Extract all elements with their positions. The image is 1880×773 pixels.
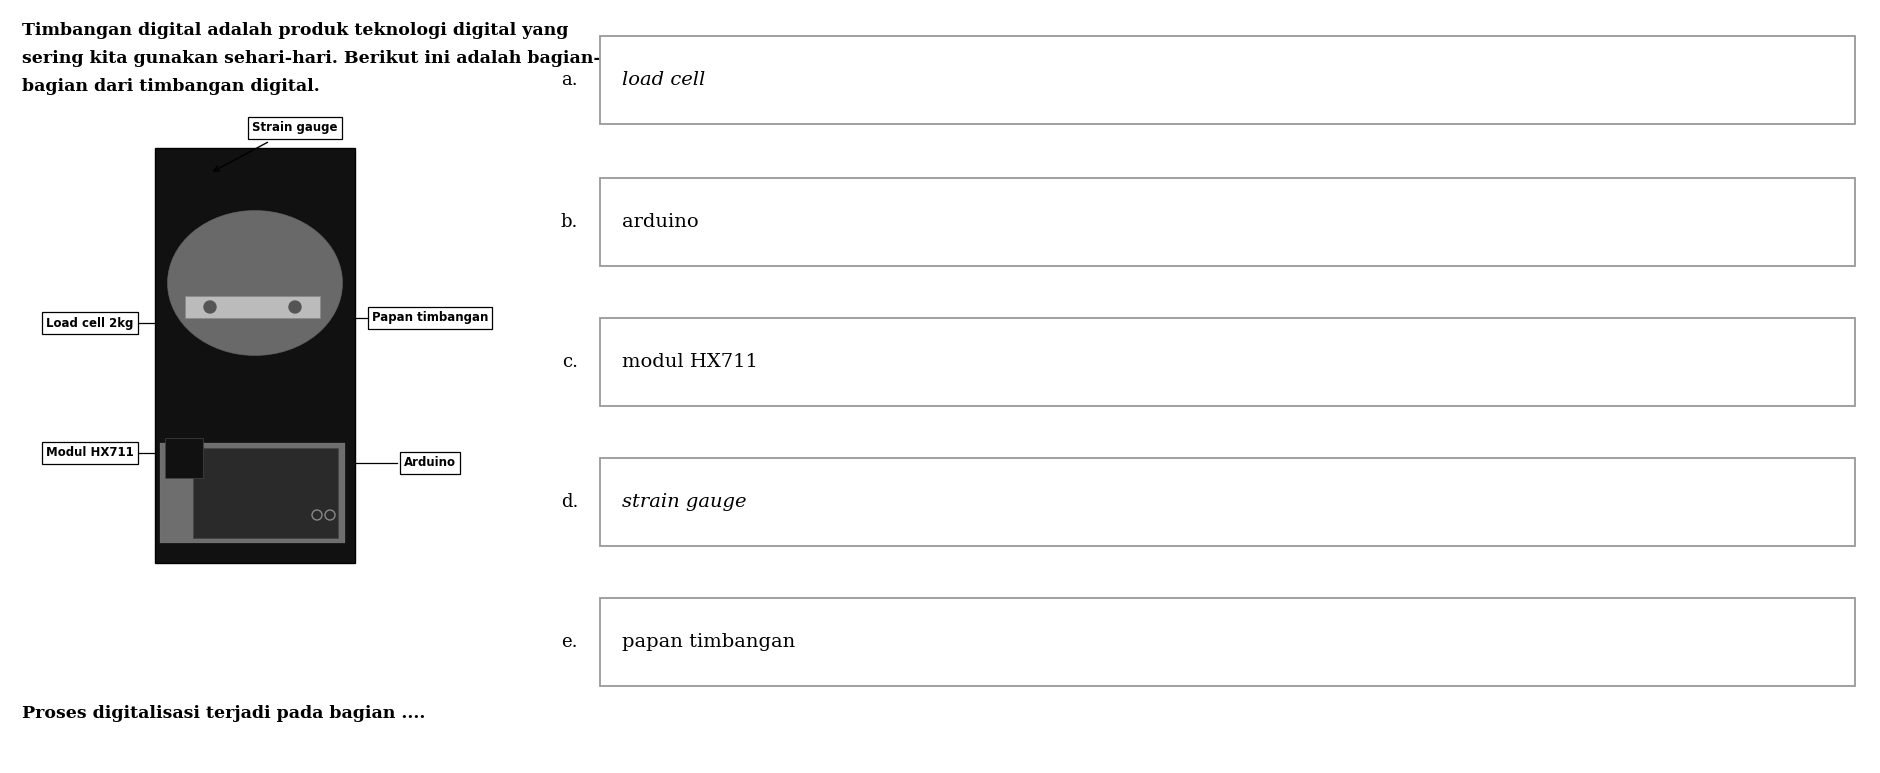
Text: Proses digitalisasi terjadi pada bagian ....: Proses digitalisasi terjadi pada bagian … — [23, 705, 425, 722]
Text: strain gauge: strain gauge — [622, 493, 746, 511]
Text: Papan timbangan: Papan timbangan — [372, 312, 489, 325]
Text: modul HX711: modul HX711 — [622, 353, 758, 371]
Text: Modul HX711: Modul HX711 — [47, 447, 133, 459]
Circle shape — [203, 301, 216, 313]
Text: Timbangan digital adalah produk teknologi digital yang: Timbangan digital adalah produk teknolog… — [23, 22, 568, 39]
FancyBboxPatch shape — [160, 443, 344, 543]
Text: arduino: arduino — [622, 213, 697, 231]
Text: b.: b. — [560, 213, 577, 231]
Text: Arduino: Arduino — [404, 457, 455, 469]
Text: c.: c. — [562, 353, 577, 371]
FancyBboxPatch shape — [184, 296, 320, 318]
FancyBboxPatch shape — [600, 318, 1854, 406]
FancyBboxPatch shape — [600, 458, 1854, 546]
FancyBboxPatch shape — [154, 148, 355, 563]
Text: a.: a. — [560, 71, 577, 89]
Circle shape — [290, 301, 301, 313]
Text: e.: e. — [562, 633, 577, 651]
Text: papan timbangan: papan timbangan — [622, 633, 795, 651]
Text: bagian dari timbangan digital.: bagian dari timbangan digital. — [23, 78, 320, 95]
Text: sering kita gunakan sehari-hari. Berikut ini adalah bagian-: sering kita gunakan sehari-hari. Berikut… — [23, 50, 600, 67]
FancyBboxPatch shape — [194, 448, 338, 538]
Text: Load cell 2kg: Load cell 2kg — [47, 316, 133, 329]
Text: load cell: load cell — [622, 71, 705, 89]
FancyBboxPatch shape — [600, 178, 1854, 266]
Text: Strain gauge: Strain gauge — [252, 121, 338, 135]
FancyBboxPatch shape — [600, 36, 1854, 124]
Ellipse shape — [167, 210, 342, 356]
FancyBboxPatch shape — [600, 598, 1854, 686]
FancyBboxPatch shape — [165, 438, 203, 478]
Text: d.: d. — [560, 493, 577, 511]
